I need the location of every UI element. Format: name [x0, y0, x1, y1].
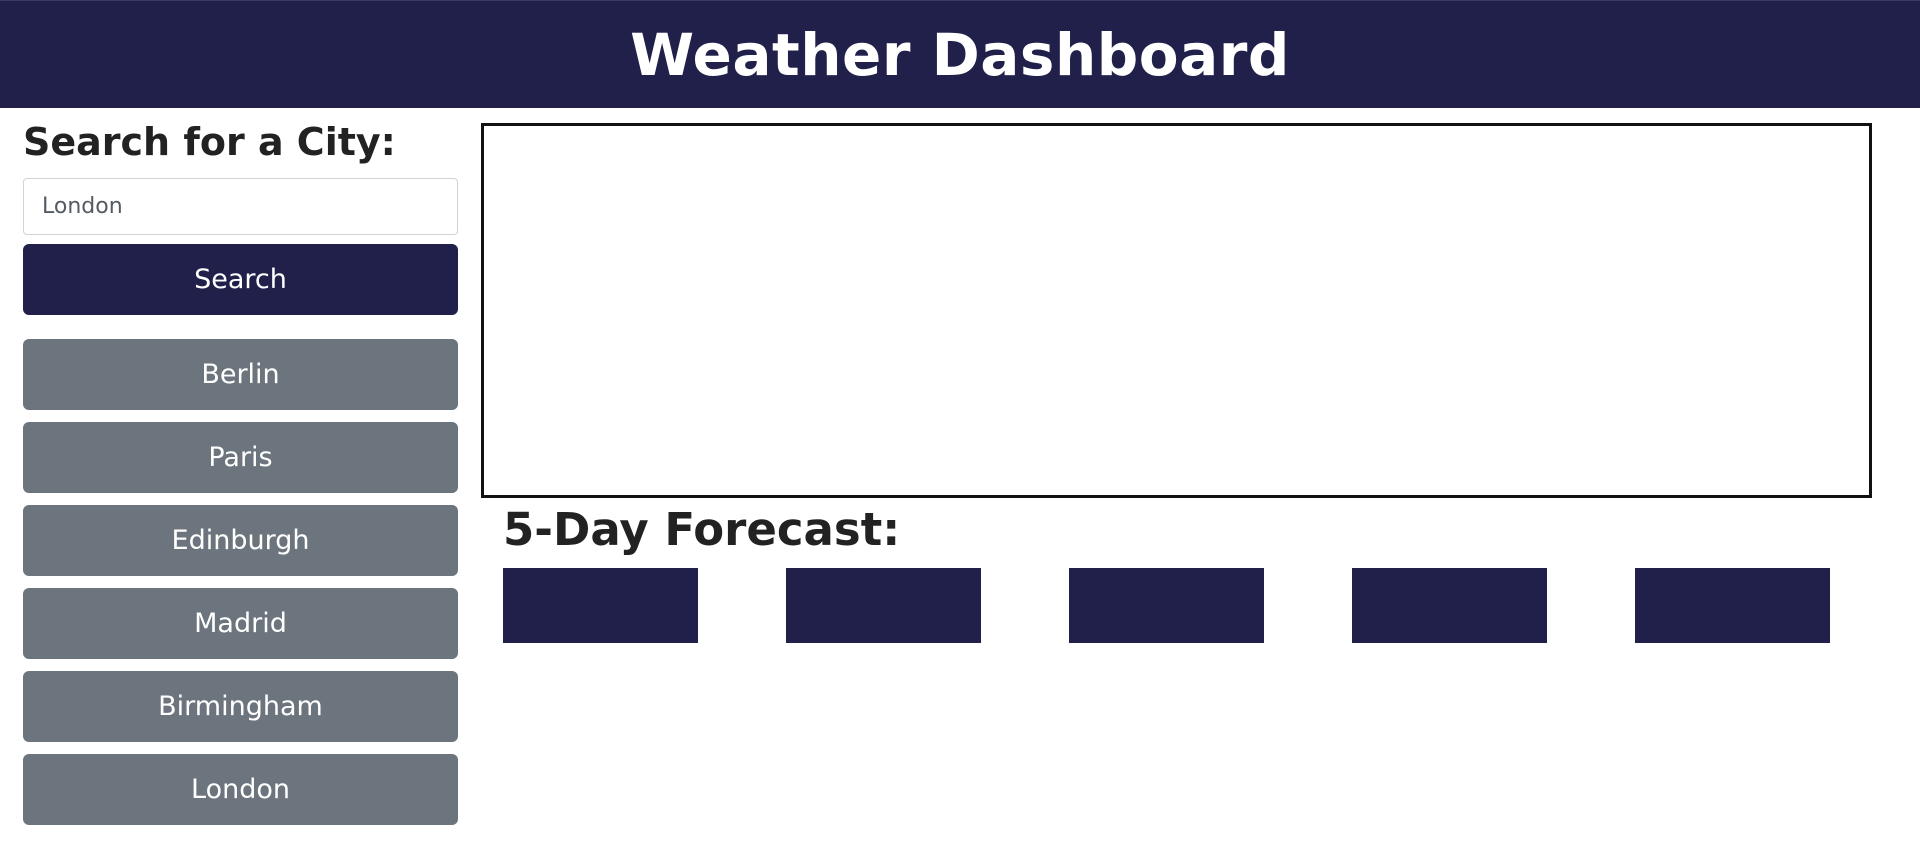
- history-button-london[interactable]: London: [23, 754, 458, 825]
- sidebar: Search for a City: Search Berlin Paris E…: [23, 118, 458, 837]
- forecast-card-day-1: [503, 568, 698, 643]
- forecast-card-day-2: [786, 568, 981, 643]
- forecast-heading: 5-Day Forecast:: [503, 503, 901, 556]
- header-bar: Weather Dashboard: [0, 0, 1920, 108]
- forecast-cards: [503, 568, 1830, 643]
- forecast-card-day-5: [1635, 568, 1830, 643]
- history-button-birmingham[interactable]: Birmingham: [23, 671, 458, 742]
- history-button-paris[interactable]: Paris: [23, 422, 458, 493]
- history-button-berlin[interactable]: Berlin: [23, 339, 458, 410]
- history-button-madrid[interactable]: Madrid: [23, 588, 458, 659]
- forecast-card-day-4: [1352, 568, 1547, 643]
- forecast-card-day-3: [1069, 568, 1264, 643]
- search-input[interactable]: [23, 178, 458, 235]
- current-weather-panel: [481, 123, 1872, 498]
- search-heading: Search for a City:: [23, 120, 396, 164]
- page-title: Weather Dashboard: [630, 20, 1290, 89]
- search-button[interactable]: Search: [23, 244, 458, 315]
- search-history-list: Berlin Paris Edinburgh Madrid Birmingham…: [23, 339, 458, 825]
- history-button-edinburgh[interactable]: Edinburgh: [23, 505, 458, 576]
